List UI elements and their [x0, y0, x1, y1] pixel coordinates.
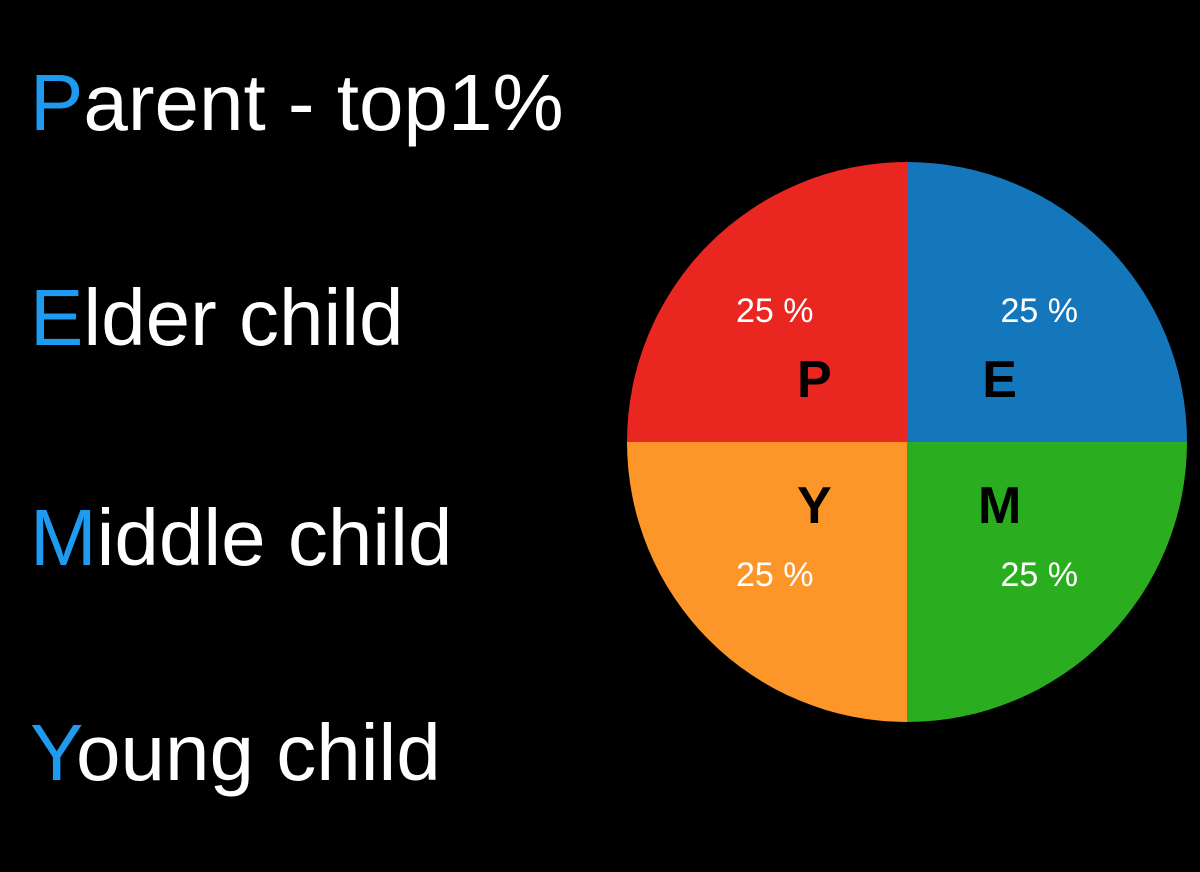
legend-item-parent: Parent - top1% [30, 63, 564, 143]
legend-item-middle: Middle child [30, 498, 452, 578]
slice-letter-label: P [797, 351, 832, 409]
pie-slice-e [907, 162, 1187, 442]
legend-text: oung child [76, 708, 441, 797]
slice-letter-label: E [982, 351, 1017, 409]
legend-initial: E [30, 273, 84, 362]
legend-item-young: Young child [30, 713, 441, 793]
legend-initial: M [30, 493, 97, 582]
slice-letter-label: M [978, 477, 1021, 535]
slice-percent-label: 25 % [1000, 556, 1078, 594]
legend-initial: P [30, 58, 84, 147]
legend-text: iddle child [96, 493, 453, 582]
pie-slice-y [627, 442, 907, 722]
slice-letter-label: Y [797, 477, 832, 535]
legend-text: lder child [83, 273, 404, 362]
slice-percent-label: 25 % [736, 292, 814, 330]
pie-slice-m [907, 442, 1187, 722]
slice-percent-label: 25 % [1000, 292, 1078, 330]
legend-item-elder: Elder child [30, 278, 404, 358]
legend-initial: Y [30, 708, 77, 797]
slice-percent-label: 25 % [736, 556, 814, 594]
pie-slice-p [627, 162, 907, 442]
legend-text: arent - top1% [83, 58, 564, 147]
